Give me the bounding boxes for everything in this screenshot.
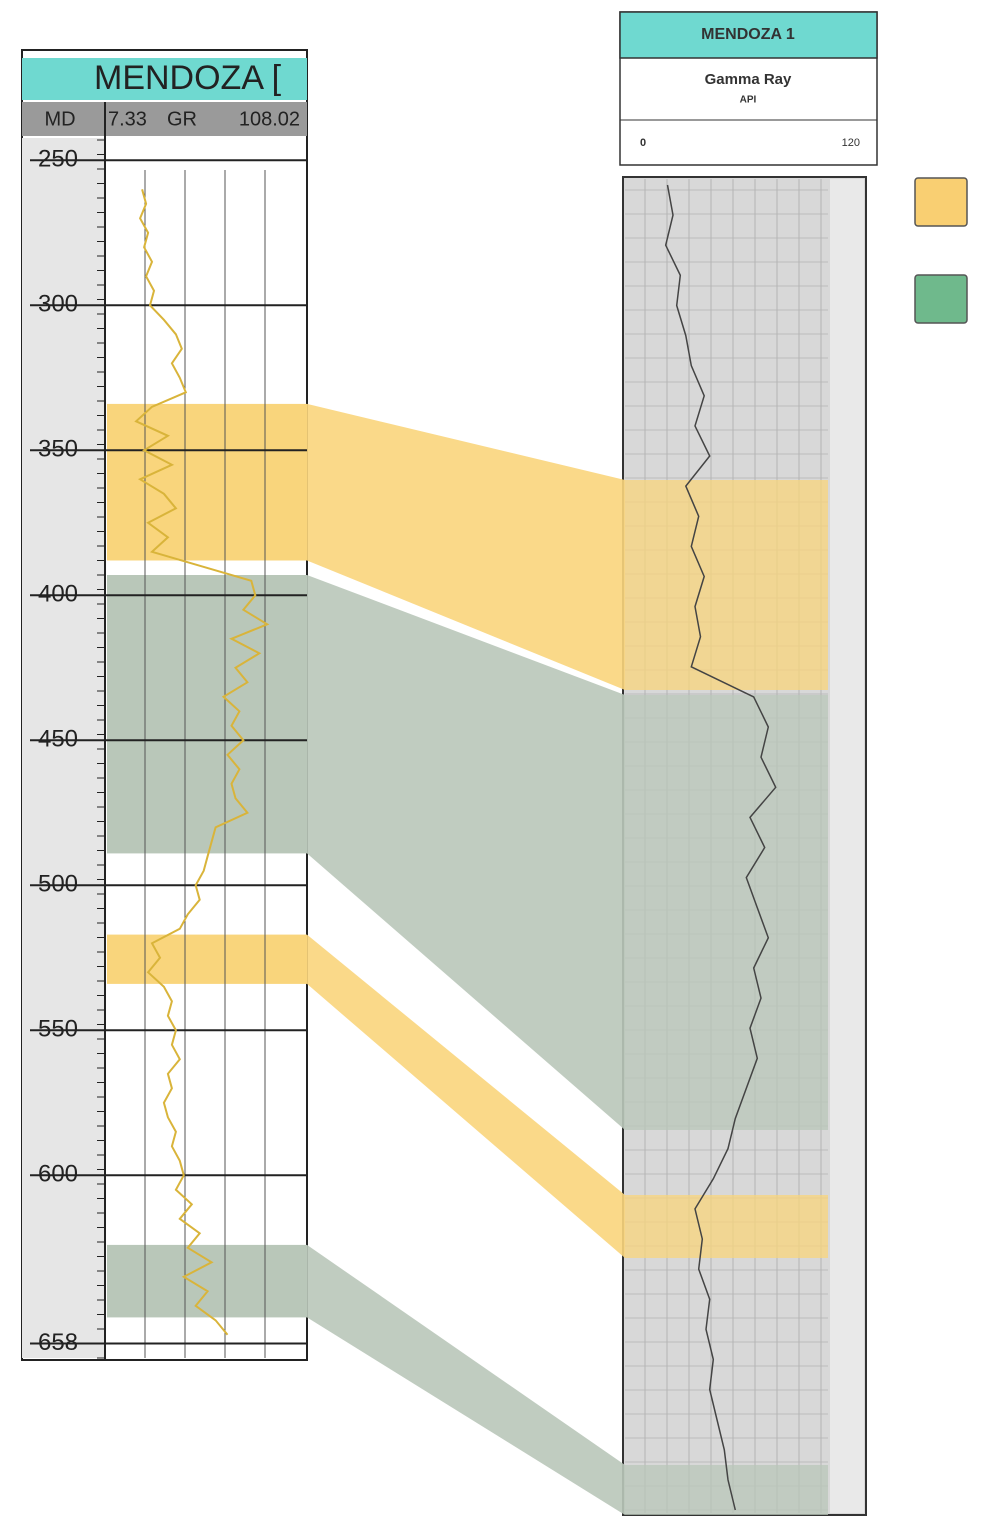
right-scale-min: 0: [640, 137, 646, 149]
depth-tick-label: 400: [38, 581, 78, 608]
depth-tick-label: 300: [38, 291, 78, 318]
left-zone: [107, 1245, 307, 1318]
depth-label: MD: [44, 108, 75, 130]
depth-tick-label: 450: [38, 726, 78, 753]
depth-tick-label: 500: [38, 871, 78, 898]
legend-swatch: [915, 275, 967, 323]
legend-swatch: [915, 178, 967, 226]
left-zone: [107, 404, 307, 561]
right-scale-max: 120: [842, 137, 860, 149]
depth-tick-label: 350: [38, 436, 78, 463]
log-correlation: MENDOZA [ MD 7.33 GR 108.02 MENDOZA 1 Ga…: [0, 0, 982, 1517]
right-scale-column: [830, 179, 864, 1513]
depth-tick-label: 250: [38, 146, 78, 173]
gr-min-label: 7.33: [108, 108, 147, 130]
page: Well log correlation { "left_log": { "ti…: [0, 0, 982, 1517]
gr-curve-label: GR: [167, 108, 197, 130]
right-zone: [625, 1195, 828, 1258]
gr-max-label: 108.02: [239, 108, 300, 130]
right-curve-unit: API: [740, 95, 757, 106]
body: MENDOZA [ MD 7.33 GR 108.02 MENDOZA 1 Ga…: [0, 0, 982, 1517]
correlation-band: [307, 1245, 625, 1515]
right-curve-name: Gamma Ray: [705, 71, 792, 88]
depth-tick-label: 600: [38, 1161, 78, 1188]
depth-tick-label: 550: [38, 1016, 78, 1043]
depth-tick-label: 658: [38, 1329, 78, 1356]
right-title: MENDOZA 1: [701, 26, 795, 43]
left-title: MENDOZA [: [94, 59, 282, 97]
left-zone: [107, 935, 307, 984]
left-zone: [107, 575, 307, 853]
right-zone: [625, 695, 828, 1130]
right-zone: [625, 480, 828, 690]
